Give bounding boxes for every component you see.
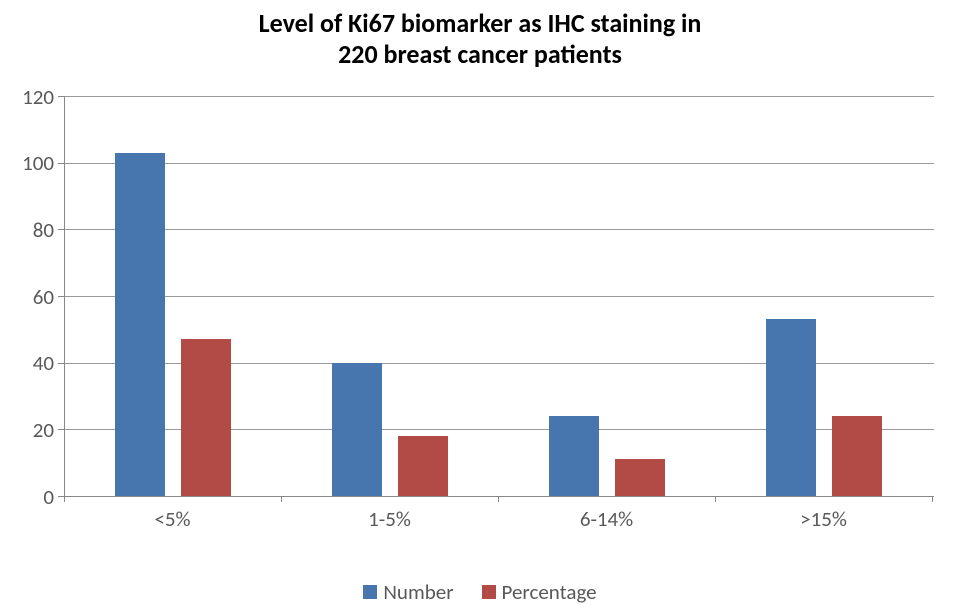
- legend: Number Percentage: [0, 579, 960, 605]
- legend-swatch: [363, 585, 377, 599]
- x-tick-label: <5%: [64, 506, 281, 532]
- y-tick-label: 20: [4, 417, 54, 443]
- chart-container: Level of Ki67 biomarker as IHC staining …: [0, 0, 960, 615]
- x-tick-mark: [715, 496, 716, 502]
- y-tick-label: 120: [4, 84, 54, 110]
- bar-number: [115, 153, 165, 496]
- bar-percentage: [181, 339, 231, 496]
- y-tick-label: 0: [4, 484, 54, 510]
- gridline: [64, 296, 934, 297]
- legend-item: Number: [363, 579, 453, 605]
- legend-label: Number: [383, 579, 453, 605]
- x-tick-mark: [281, 496, 282, 502]
- chart-title-line1: Level of Ki67 biomarker as IHC staining …: [0, 8, 960, 39]
- gridline: [64, 96, 934, 97]
- y-tick-label: 60: [4, 284, 54, 310]
- x-axis-line: [64, 496, 934, 497]
- gridline: [64, 163, 934, 164]
- y-tick-label: 80: [4, 217, 54, 243]
- bar-number: [766, 319, 816, 496]
- bar-percentage: [398, 436, 448, 496]
- gridline: [64, 229, 934, 230]
- plot-area: [64, 96, 934, 496]
- chart-title: Level of Ki67 biomarker as IHC staining …: [0, 8, 960, 70]
- x-tick-mark: [932, 496, 933, 502]
- x-tick-label: 6-14%: [498, 506, 715, 532]
- x-tick-mark: [498, 496, 499, 502]
- bar-number: [332, 363, 382, 496]
- y-axis-line: [64, 96, 65, 496]
- legend-swatch: [482, 585, 496, 599]
- y-tick-label: 100: [4, 150, 54, 176]
- chart-title-line2: 220 breast cancer patients: [0, 39, 960, 70]
- legend-label: Percentage: [502, 579, 597, 605]
- y-tick-label: 40: [4, 350, 54, 376]
- bar-percentage: [832, 416, 882, 496]
- x-tick-label: >15%: [715, 506, 932, 532]
- legend-item: Percentage: [482, 579, 597, 605]
- bar-percentage: [615, 459, 665, 496]
- x-tick-mark: [64, 496, 65, 502]
- bar-number: [549, 416, 599, 496]
- x-tick-label: 1-5%: [281, 506, 498, 532]
